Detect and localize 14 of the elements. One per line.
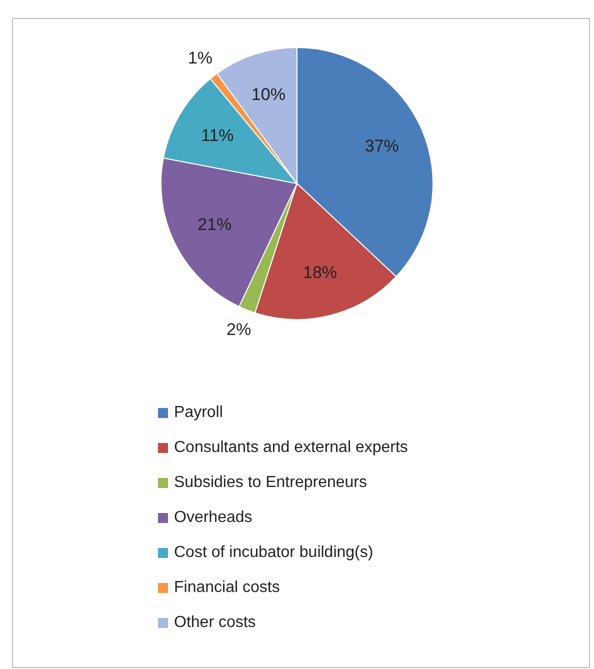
legend-label: Overheads xyxy=(174,508,252,526)
data-label: 37% xyxy=(364,136,399,156)
legend-label: Financial costs xyxy=(174,578,280,596)
legend-label: Cost of incubator building(s) xyxy=(174,544,374,562)
data-label: 21% xyxy=(198,215,232,234)
legend-label: Subsidies to Entrepreneurs xyxy=(174,474,367,492)
legend-label: Payroll xyxy=(174,404,223,422)
legend-label: Consultants and external experts xyxy=(174,438,408,456)
data-label: 2% xyxy=(226,320,252,340)
data-label: 1% xyxy=(188,48,212,68)
data-label: 18% xyxy=(302,262,338,282)
legend-label: Other costs xyxy=(174,614,256,632)
data-label: 10% xyxy=(251,85,286,104)
data-label: 11% xyxy=(201,126,234,146)
